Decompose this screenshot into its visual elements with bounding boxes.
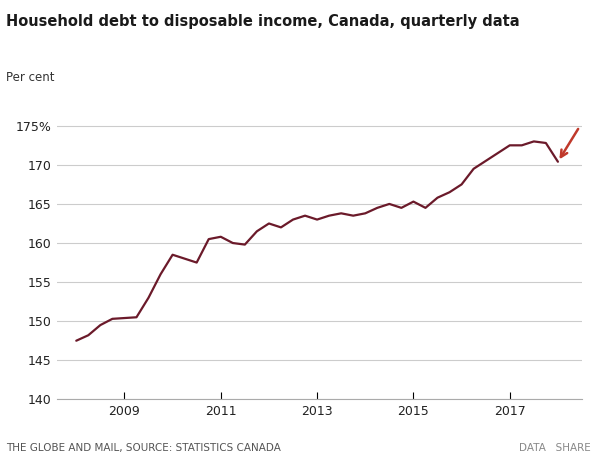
Text: THE GLOBE AND MAIL, SOURCE: STATISTICS CANADA: THE GLOBE AND MAIL, SOURCE: STATISTICS C… bbox=[6, 443, 281, 453]
Text: Household debt to disposable income, Canada, quarterly data: Household debt to disposable income, Can… bbox=[6, 14, 520, 29]
Text: Per cent: Per cent bbox=[6, 71, 55, 84]
Text: DATA   SHARE: DATA SHARE bbox=[519, 443, 591, 453]
